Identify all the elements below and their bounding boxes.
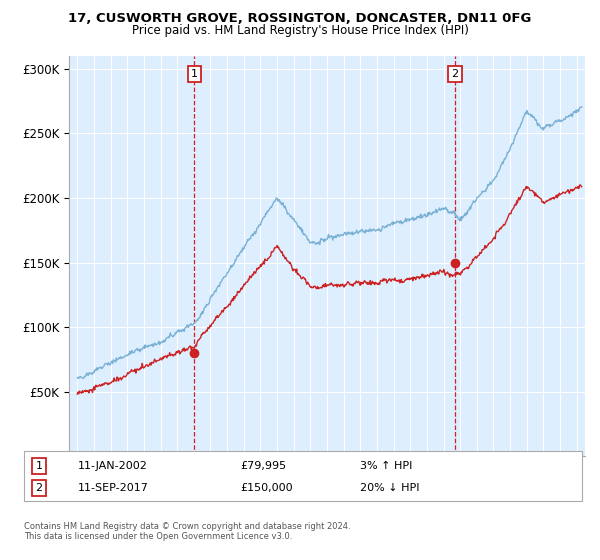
Text: 1: 1: [35, 461, 43, 471]
Text: 2: 2: [452, 69, 459, 79]
Text: 2: 2: [35, 483, 43, 493]
Text: 11-SEP-2017: 11-SEP-2017: [78, 483, 149, 493]
Text: 11-JAN-2002: 11-JAN-2002: [78, 461, 148, 471]
Text: 3% ↑ HPI: 3% ↑ HPI: [360, 461, 412, 471]
Text: £79,995: £79,995: [240, 461, 286, 471]
Text: Price paid vs. HM Land Registry's House Price Index (HPI): Price paid vs. HM Land Registry's House …: [131, 24, 469, 36]
Text: 17, CUSWORTH GROVE, ROSSINGTON, DONCASTER, DN11 0FG: 17, CUSWORTH GROVE, ROSSINGTON, DONCASTE…: [68, 12, 532, 25]
Text: 1: 1: [191, 69, 198, 79]
Text: Contains HM Land Registry data © Crown copyright and database right 2024.
This d: Contains HM Land Registry data © Crown c…: [24, 522, 350, 542]
Text: £150,000: £150,000: [240, 483, 293, 493]
Text: 20% ↓ HPI: 20% ↓ HPI: [360, 483, 419, 493]
